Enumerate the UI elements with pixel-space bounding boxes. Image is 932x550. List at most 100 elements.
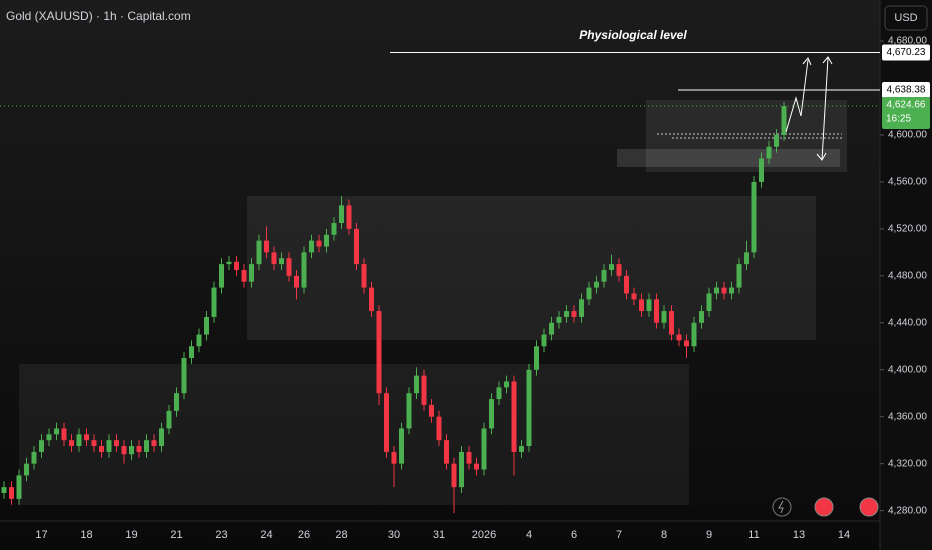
candle-body bbox=[204, 316, 209, 335]
x-tick-label: 4 bbox=[526, 529, 532, 541]
candle-body bbox=[181, 358, 187, 394]
x-tick-label: 13 bbox=[793, 529, 805, 541]
x-tick-label: 31 bbox=[433, 529, 445, 541]
candle-body bbox=[61, 428, 67, 441]
currency[interactable]: USD bbox=[894, 12, 917, 24]
candle-body bbox=[159, 428, 164, 447]
x-tick-label: 21 bbox=[170, 529, 182, 541]
y-tick-label: 4,400.00 bbox=[888, 364, 927, 375]
arrow bbox=[785, 59, 809, 133]
candle-body bbox=[766, 146, 772, 159]
candle-body bbox=[271, 252, 277, 265]
x-tick-label: 18 bbox=[80, 529, 92, 541]
candle-body bbox=[99, 446, 104, 452]
event-icon bbox=[778, 500, 784, 514]
arrow-head bbox=[802, 57, 812, 66]
candle-body bbox=[219, 264, 224, 288]
x-tick-label: 9 bbox=[706, 529, 712, 541]
candle-body bbox=[211, 287, 217, 317]
candle-body bbox=[69, 440, 74, 447]
y-tick-label: 4,520.00 bbox=[888, 224, 927, 235]
zone bbox=[19, 364, 689, 505]
candle-body bbox=[699, 311, 704, 323]
x-tick-label: 14 bbox=[838, 529, 850, 541]
arrow bbox=[821, 57, 829, 161]
y-tick-label: 4,680.00 bbox=[888, 36, 927, 47]
candle-body bbox=[339, 205, 344, 224]
candle-body bbox=[331, 223, 337, 235]
candle-body bbox=[54, 428, 59, 435]
candle-body bbox=[631, 293, 637, 300]
candle-body bbox=[1, 487, 7, 494]
candle-body bbox=[16, 475, 22, 499]
candle-body bbox=[384, 393, 389, 452]
event-icon[interactable] bbox=[859, 497, 879, 517]
candle-body bbox=[714, 287, 719, 294]
candle-body bbox=[309, 240, 314, 253]
event-icon[interactable] bbox=[814, 497, 834, 517]
candle-body bbox=[361, 264, 367, 288]
arrow-head bbox=[816, 152, 827, 161]
zone bbox=[617, 149, 840, 167]
candle-body bbox=[504, 381, 509, 388]
candle-body bbox=[429, 404, 434, 417]
candle-body bbox=[736, 264, 742, 288]
candle-body bbox=[706, 293, 712, 312]
candle-body bbox=[759, 158, 764, 182]
candle-body bbox=[436, 416, 442, 441]
zone bbox=[247, 196, 816, 340]
candle-body bbox=[46, 434, 52, 441]
candle-body bbox=[279, 258, 284, 265]
x-tick-label: 23 bbox=[215, 529, 227, 541]
candle-body bbox=[451, 463, 457, 488]
x-tick-label: 2026 bbox=[472, 529, 496, 541]
candle-body bbox=[691, 322, 697, 347]
level-tag bbox=[882, 44, 930, 61]
level-label: 4,670.23 bbox=[887, 47, 926, 58]
candle-body bbox=[459, 451, 464, 488]
candle-body bbox=[654, 299, 659, 323]
x-tick-label: 26 bbox=[298, 529, 310, 541]
level-label: 4,638.38 bbox=[887, 85, 926, 96]
level-tag bbox=[882, 81, 930, 98]
y-tick-label: 4,360.00 bbox=[888, 411, 927, 422]
candle-body bbox=[609, 264, 614, 270]
candle-body bbox=[571, 311, 577, 317]
candle-body bbox=[414, 375, 419, 394]
candle-body bbox=[166, 410, 172, 429]
currency-button[interactable] bbox=[884, 5, 928, 31]
countdown: 16:25 bbox=[886, 114, 911, 125]
y-tick-label: 4,600.00 bbox=[888, 130, 927, 141]
candle-body bbox=[121, 446, 127, 455]
candle-body bbox=[729, 287, 734, 294]
candle-body bbox=[129, 446, 134, 455]
candle-body bbox=[189, 346, 194, 359]
candle-body bbox=[39, 440, 44, 452]
candle-body bbox=[624, 275, 629, 294]
candle-body bbox=[391, 451, 397, 464]
candle-body bbox=[91, 440, 97, 447]
candle-body bbox=[684, 340, 689, 347]
plot bbox=[1, 102, 787, 513]
y-tick-label: 4,280.00 bbox=[888, 505, 927, 516]
x-tick-label: 19 bbox=[125, 529, 137, 541]
candle-body bbox=[586, 287, 592, 300]
candle-body bbox=[9, 487, 14, 499]
candle-body bbox=[751, 181, 757, 253]
candle-body bbox=[534, 346, 539, 370]
candle-body bbox=[114, 440, 119, 447]
price-tag bbox=[882, 97, 930, 130]
candle-body bbox=[616, 264, 622, 276]
candle-body bbox=[294, 275, 299, 288]
candle-body bbox=[481, 428, 487, 470]
candle-body bbox=[31, 451, 37, 464]
candle-body bbox=[226, 261, 232, 265]
candle-body bbox=[106, 440, 112, 452]
event-icon[interactable] bbox=[772, 497, 792, 517]
candle-body bbox=[151, 440, 157, 447]
candle-body bbox=[301, 252, 307, 288]
candle-body bbox=[774, 134, 779, 147]
candle-body bbox=[324, 234, 329, 247]
candle-body bbox=[256, 240, 262, 265]
